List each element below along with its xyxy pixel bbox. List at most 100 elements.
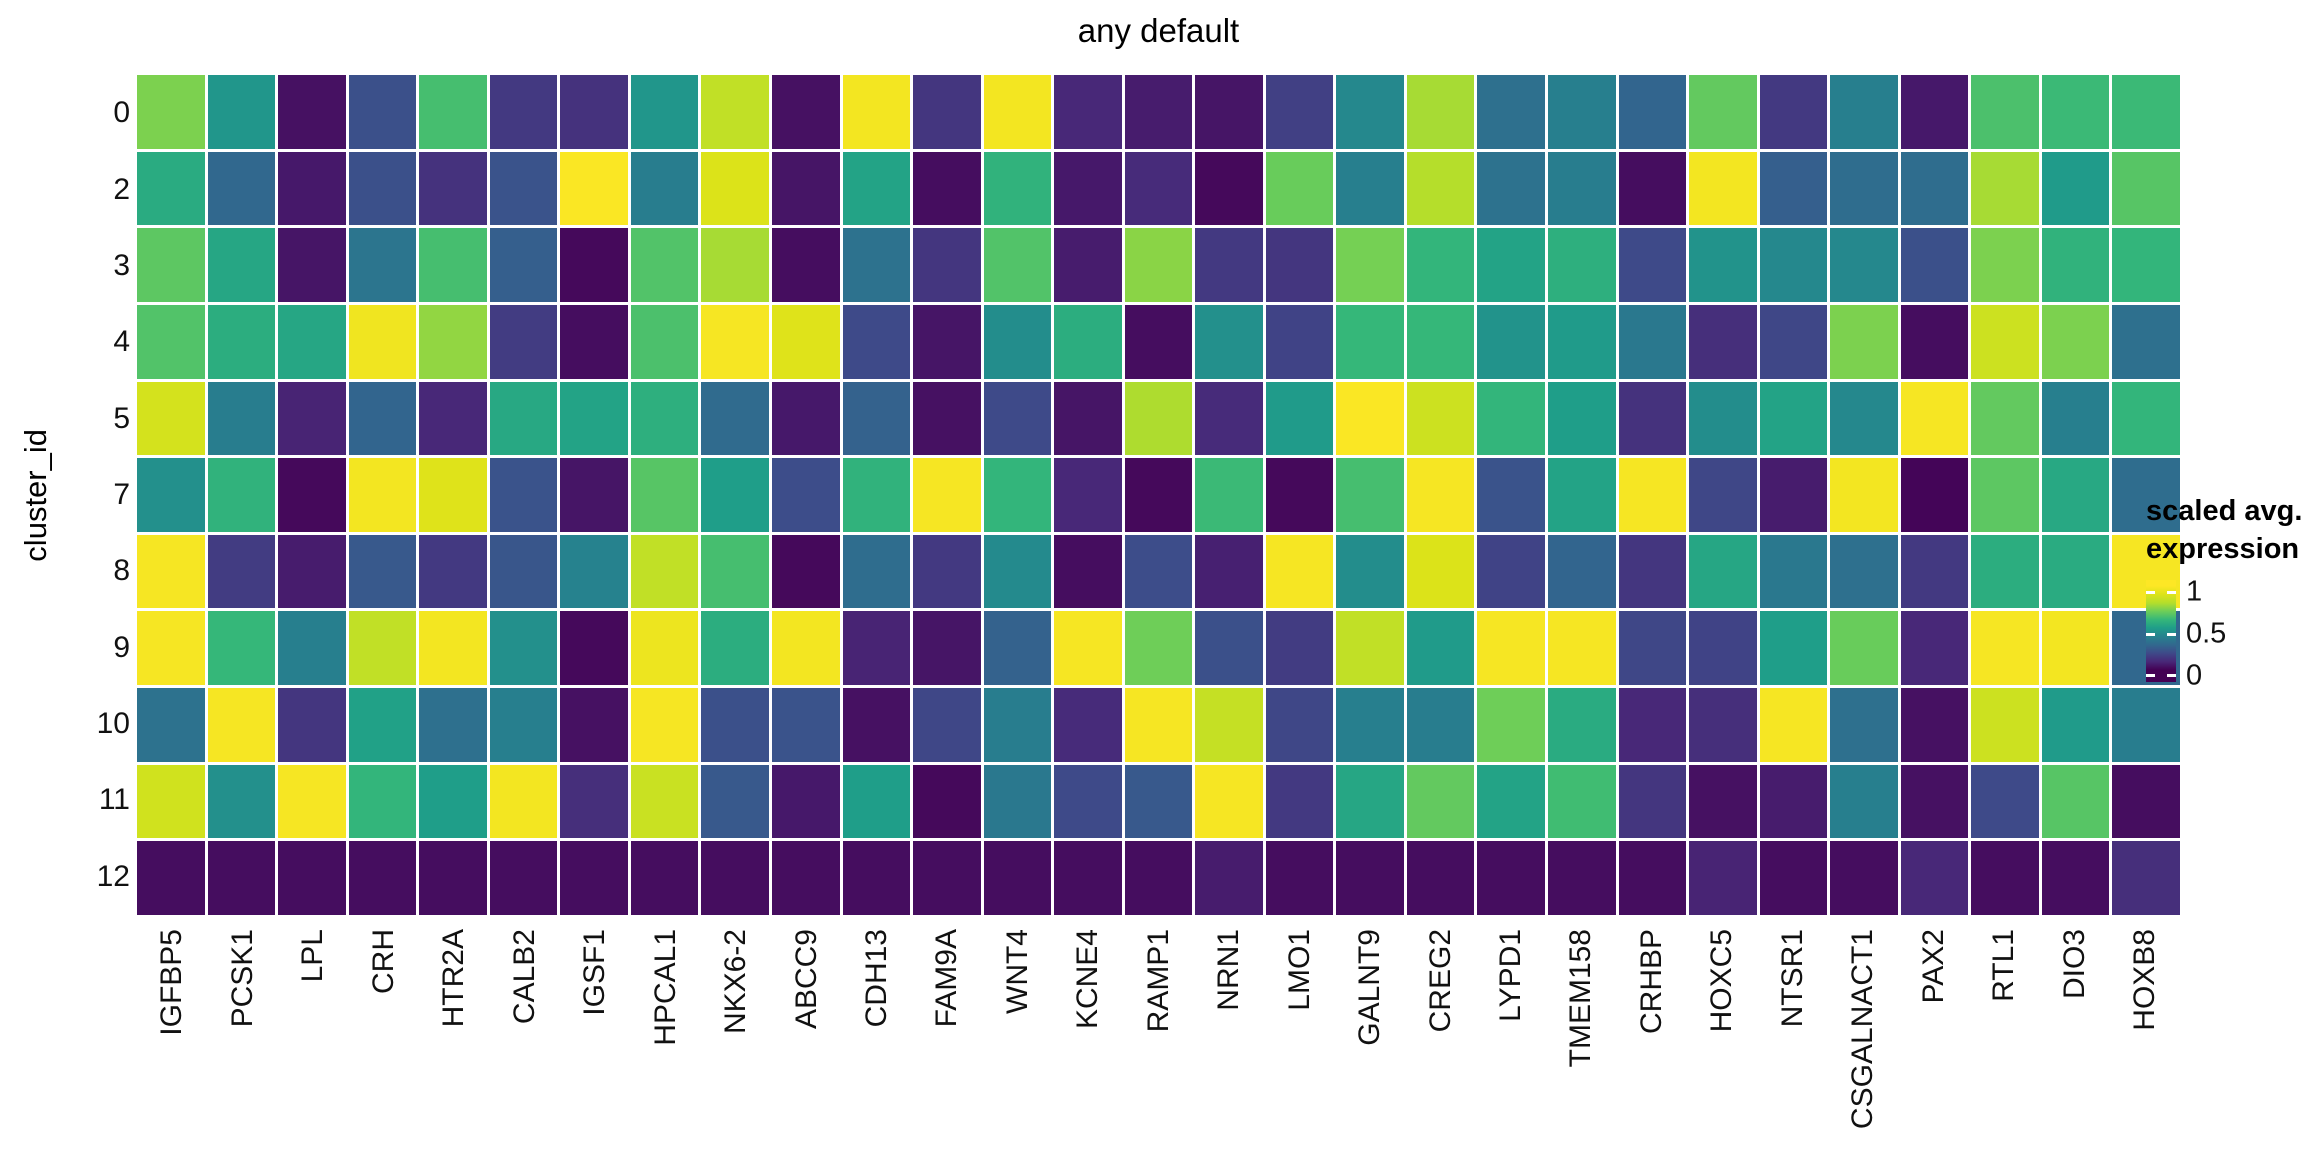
heatmap-cell <box>1900 304 1969 379</box>
heatmap-cell <box>1759 151 1828 226</box>
heatmap-cell <box>1830 381 1898 456</box>
heatmap-cell <box>1618 611 1687 686</box>
heatmap-cell <box>1618 458 1687 532</box>
heatmap-cell <box>2041 688 2110 762</box>
heatmap-cell <box>1830 611 1898 686</box>
y-tick-label: 8 <box>113 554 130 588</box>
heatmap-cell <box>1477 151 1546 226</box>
heatmap-cell <box>1406 304 1475 379</box>
heatmap-cell <box>1759 458 1828 532</box>
heatmap-cell <box>1618 228 1687 302</box>
heatmap-cell <box>1054 228 1122 302</box>
x-tick-column: WNT4 <box>982 929 1052 1147</box>
heatmap-cell <box>1689 764 1757 839</box>
heatmap-cell <box>1548 688 1616 762</box>
legend-tick-label: 0 <box>2186 659 2203 692</box>
heatmap-cell <box>1548 304 1616 379</box>
heatmap-cell <box>419 381 487 456</box>
heatmap-cell <box>1336 381 1404 456</box>
heatmap-cell <box>1054 764 1122 839</box>
heatmap-cell <box>489 534 558 609</box>
heatmap-cell <box>1054 611 1122 686</box>
heatmap-cell <box>419 228 487 302</box>
heatmap-cell <box>1548 534 1616 609</box>
heatmap-cell <box>1195 381 1263 456</box>
heatmap-cell <box>1830 764 1898 839</box>
heatmap-cell <box>419 841 487 915</box>
x-tick-label: RAMP1 <box>1141 929 1175 1033</box>
heatmap-cell <box>1336 228 1404 302</box>
heatmap-cell <box>1759 764 1828 839</box>
heatmap-cell <box>983 688 1052 762</box>
heatmap-cell <box>2112 688 2180 762</box>
heatmap-cell <box>630 764 699 839</box>
heatmap-cell <box>1971 534 2039 609</box>
heatmap-cell <box>2041 534 2110 609</box>
heatmap-cell <box>630 304 699 379</box>
x-tick-label: FAM9A <box>930 929 964 1028</box>
heatmap-cell <box>1971 688 2039 762</box>
heatmap-cell <box>842 458 911 532</box>
heatmap-cell <box>1830 304 1898 379</box>
heatmap-cell <box>137 611 205 686</box>
heatmap-cell <box>913 304 981 379</box>
heatmap-cell <box>278 458 346 532</box>
x-tick-label: LYPD1 <box>1493 929 1527 1022</box>
heatmap-cell <box>630 151 699 226</box>
heatmap-cell <box>701 611 769 686</box>
heatmap-cell <box>1406 534 1475 609</box>
heatmap-cell <box>2041 75 2110 149</box>
legend-title-line2: expression <box>2146 533 2300 565</box>
x-tick-column: HTR2A <box>419 929 489 1147</box>
heatmap-cell <box>2041 764 2110 839</box>
x-tick-label: NKX6-2 <box>719 929 753 1035</box>
heatmap-cell <box>2112 381 2180 456</box>
heatmap-cell <box>489 75 558 149</box>
heatmap-cell <box>771 75 840 149</box>
heatmap-cell <box>1265 764 1334 839</box>
heatmap-cell <box>1124 611 1193 686</box>
heatmap-cell <box>207 688 276 762</box>
heatmap-cell <box>1124 75 1193 149</box>
heatmap-cell <box>1759 381 1828 456</box>
heatmap-cell <box>1830 688 1898 762</box>
heatmap-cell <box>137 228 205 302</box>
heatmap-cell <box>1054 151 1122 226</box>
heatmap-cell <box>2112 304 2180 379</box>
heatmap-cell <box>1054 304 1122 379</box>
heatmap-cell <box>137 688 205 762</box>
heatmap-cell <box>1759 841 1828 915</box>
heatmap-cell <box>1054 381 1122 456</box>
heatmap-cell <box>701 764 769 839</box>
x-tick-column: HOXC5 <box>1687 929 1757 1147</box>
heatmap-cell <box>1124 764 1193 839</box>
legend-tick-label: 0.5 <box>2186 617 2227 650</box>
x-tick-label: PCSK1 <box>225 929 259 1028</box>
y-tick-label: 7 <box>113 478 130 511</box>
heatmap-cell <box>2112 841 2180 915</box>
heatmap-cell <box>771 228 840 302</box>
heatmap-cell <box>1971 151 2039 226</box>
heatmap-cell <box>1124 381 1193 456</box>
heatmap-cell <box>1477 764 1546 839</box>
heatmap-cell <box>771 151 840 226</box>
heatmap-cell <box>489 381 558 456</box>
heatmap-cell <box>1830 841 1898 915</box>
heatmap-cell <box>1689 458 1757 532</box>
heatmap-cell <box>419 534 487 609</box>
x-tick-label: PAX2 <box>1916 929 1950 1004</box>
y-tick-label: 0 <box>113 96 130 130</box>
heatmap-cell <box>278 228 346 302</box>
heatmap-cell <box>983 611 1052 686</box>
heatmap-cell <box>489 688 558 762</box>
heatmap-cell <box>1336 688 1404 762</box>
heatmap-cell <box>1971 304 2039 379</box>
heatmap-cell <box>1477 75 1546 149</box>
heatmap-cell <box>983 534 1052 609</box>
heatmap-cell <box>1054 841 1122 915</box>
x-tick-column: CRHBP <box>1616 929 1686 1147</box>
heatmap-cell <box>137 534 205 609</box>
heatmap-cell <box>701 534 769 609</box>
heatmap-cell <box>983 304 1052 379</box>
heatmap-cell <box>1759 228 1828 302</box>
